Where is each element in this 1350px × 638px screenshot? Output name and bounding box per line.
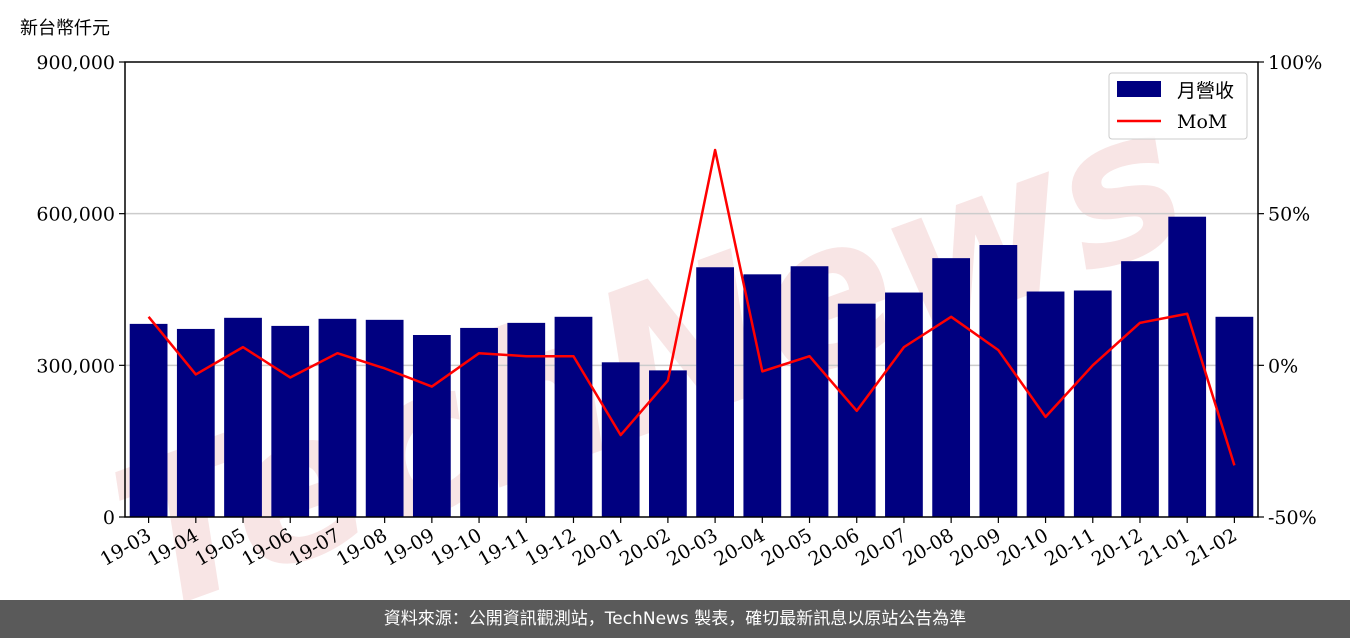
bar-20-11 xyxy=(1073,290,1112,517)
bar-19-11 xyxy=(507,322,546,517)
bar-19-09 xyxy=(412,335,451,517)
x-tick-label: 20-01 xyxy=(569,524,627,570)
x-tick-label: 20-11 xyxy=(1041,524,1099,570)
bar-19-06 xyxy=(271,325,310,517)
x-tick-label: 20-02 xyxy=(616,524,674,570)
bar-20-07 xyxy=(885,292,923,517)
bar-20-05 xyxy=(790,266,829,517)
left-tick-label: 0 xyxy=(103,507,115,529)
legend-swatch-bar xyxy=(1117,81,1161,97)
legend-label-line: MoM xyxy=(1177,111,1227,133)
left-tick-label: 300,000 xyxy=(36,355,115,377)
x-tick-label: 20-05 xyxy=(758,524,816,570)
x-tick-label: 20-04 xyxy=(710,524,768,570)
x-tick-label: 20-10 xyxy=(994,524,1052,570)
x-tick-label: 19-12 xyxy=(522,524,580,570)
mom-line xyxy=(147,148,1236,466)
x-tick-label: 20-09 xyxy=(946,524,1004,570)
x-tick-label: 21-01 xyxy=(1135,524,1193,570)
x-tick-label: 20-03 xyxy=(663,524,721,570)
bar-20-01 xyxy=(601,362,640,517)
bar-21-01 xyxy=(1168,216,1207,517)
bar-19-03 xyxy=(129,323,168,517)
legend-label-bar: 月營收 xyxy=(1177,80,1234,102)
x-tick-label: 20-07 xyxy=(852,524,910,570)
left-tick-label: 900,000 xyxy=(36,52,115,74)
bar-20-08 xyxy=(932,258,971,517)
plot-frame xyxy=(124,61,1259,518)
right-tick-label: -50% xyxy=(1268,507,1317,529)
x-tick-label: 20-12 xyxy=(1088,524,1146,570)
bar-19-05 xyxy=(224,317,262,517)
unit-label: 新台幣仟元 xyxy=(20,18,110,39)
right-tick-label: 0% xyxy=(1268,355,1298,377)
right-tick-label: 100% xyxy=(1268,52,1322,74)
bar-19-12 xyxy=(554,316,593,517)
bar-19-10 xyxy=(460,327,498,517)
bar-19-08 xyxy=(365,319,404,517)
x-tick-label: 20-08 xyxy=(899,524,957,570)
revenue-chart: TechNews0300,000600,000900,000-50%0%50%1… xyxy=(36,52,1322,600)
bar-20-03 xyxy=(696,267,734,517)
bar-20-09 xyxy=(979,245,1018,517)
left-tick-label: 600,000 xyxy=(36,204,115,226)
source-footer: 資料來源：公開資訊觀測站，TechNews 製表，確切最新訊息以原站公告為準 xyxy=(0,600,1350,638)
right-tick-label: 50% xyxy=(1268,204,1310,226)
bar-19-07 xyxy=(318,318,357,517)
x-tick-label: 20-06 xyxy=(805,524,863,570)
bar-21-02 xyxy=(1215,316,1254,517)
bar-20-12 xyxy=(1121,261,1159,517)
bar-20-02 xyxy=(649,370,687,517)
x-tick-label: 21-02 xyxy=(1182,524,1240,570)
